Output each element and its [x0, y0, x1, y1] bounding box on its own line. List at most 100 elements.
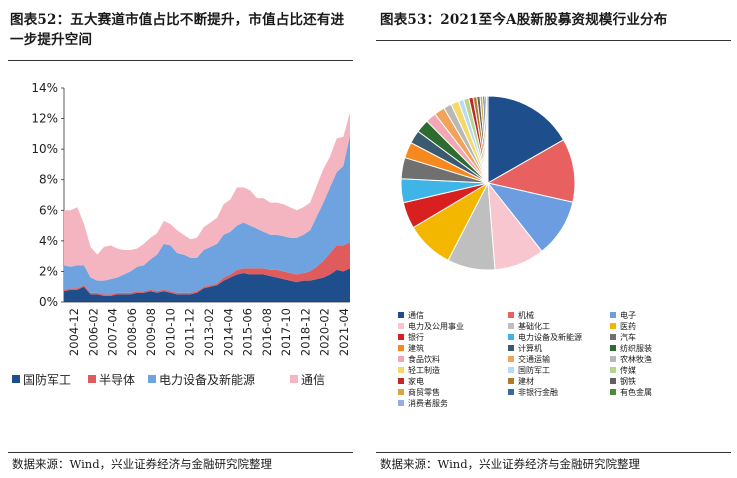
- x-tick-label: 2016-08: [260, 308, 274, 356]
- legend-swatch: [12, 375, 20, 383]
- pie-legend-label: 国防军工: [518, 366, 550, 375]
- x-tick-label: 2013-02: [202, 308, 216, 356]
- legend-swatch: [290, 375, 298, 383]
- pie-legend-swatch: [508, 356, 514, 362]
- pie-legend-item: 农林牧渔: [610, 355, 652, 365]
- legend-label: 电力设备及新能源: [159, 372, 255, 387]
- y-tick-label: 12%: [31, 112, 58, 126]
- y-tick-label: 14%: [31, 81, 58, 95]
- right-source-divider: [376, 452, 731, 453]
- pie-legend-label: 建材: [518, 377, 534, 386]
- pie-legend-label: 传媒: [620, 366, 636, 375]
- stacked-area-chart: 0% 2% 4% 6% 8% 10% 12% 14% 2004-12 2006-02 2007-04…: [12, 81, 351, 387]
- pie-legend-swatch: [508, 312, 514, 318]
- pie-legend-item: 交通运输: [508, 355, 550, 365]
- x-tick-label: 2020-02: [318, 308, 332, 356]
- y-tick-label: 0%: [39, 295, 58, 309]
- pie-legend-item: 有色金属: [610, 388, 652, 398]
- pie-legend-item: 电力及公用事业: [398, 322, 464, 332]
- pie-legend-item: 消费者服务: [398, 399, 448, 409]
- legend-swatch: [148, 375, 156, 383]
- left-figure-title: 图表52：五大赛道市值占比不断提升，市值占比还有进一步提升空间: [10, 12, 345, 48]
- pie-legend-swatch: [398, 345, 404, 351]
- pie-legend-swatch: [508, 367, 514, 373]
- y-tick-label: 8%: [39, 173, 58, 187]
- pie-legend-swatch: [610, 345, 616, 351]
- pie-legend-swatch: [508, 389, 514, 395]
- y-tick-label: 10%: [31, 142, 58, 156]
- pie-legend-label: 汽车: [620, 333, 636, 342]
- x-tick-label: 2008-06: [125, 308, 139, 356]
- pie-chart: [400, 95, 576, 271]
- pie-legend-item: 纺织服装: [610, 344, 652, 354]
- pie-legend-label: 消费者服务: [408, 399, 448, 408]
- right-figure-title: 图表53：2021至今A股新股募资规模行业分布: [380, 12, 668, 28]
- legend-swatch: [88, 375, 96, 383]
- pie-legend-item: 钢铁: [610, 377, 636, 387]
- pie-legend-label: 食品饮料: [408, 355, 440, 364]
- pie-legend-label: 非银行金融: [518, 388, 558, 397]
- pie-legend-swatch: [610, 323, 616, 329]
- pie-legend-item: 国防军工: [508, 366, 550, 376]
- pie-legend-item: 家电: [398, 377, 424, 387]
- pie-legend-swatch: [508, 345, 514, 351]
- pie-legend-swatch: [398, 312, 404, 318]
- pie-legend-swatch: [610, 389, 616, 395]
- pie-legend-swatch: [398, 356, 404, 362]
- pie-legend-label: 商贸零售: [408, 388, 440, 397]
- pie-legend-swatch: [398, 400, 404, 406]
- pie-legend-label: 医药: [620, 322, 636, 331]
- pie-slice: [487, 95, 565, 184]
- pie-legend-item: 汽车: [610, 333, 636, 343]
- pie-legend-swatch: [610, 378, 616, 384]
- pie-legend-item: 医药: [610, 322, 636, 332]
- pie-legend-swatch: [610, 334, 616, 340]
- pie-legend-swatch: [610, 367, 616, 373]
- pie-legend-swatch: [398, 334, 404, 340]
- pie-legend-item: 电子: [610, 311, 636, 321]
- pie-legend-label: 家电: [408, 377, 424, 386]
- x-tick-label: 2018-12: [298, 308, 312, 356]
- x-tick-label: 2009-08: [144, 308, 158, 356]
- x-tick-label: 2007-04: [106, 308, 120, 356]
- pie-legend-item: 银行: [398, 333, 424, 343]
- x-tick-label: 2010-10: [163, 308, 177, 356]
- x-tick-label: 2015-06: [241, 308, 255, 356]
- y-tick-label: 2%: [39, 264, 58, 278]
- x-tick-label: 2014-04: [221, 308, 235, 356]
- pie-legend-label: 纺织服装: [620, 344, 652, 353]
- x-tick-label: 2004-12: [67, 308, 81, 356]
- pie-legend-swatch: [398, 389, 404, 395]
- pie-legend-label: 计算机: [518, 344, 542, 353]
- y-tick-label: 6%: [39, 203, 58, 217]
- pie-legend-label: 电力设备及新能源: [518, 333, 582, 342]
- pie-legend-item: 食品饮料: [398, 355, 440, 365]
- pie-legend-item: 基础化工: [508, 322, 550, 332]
- pie-legend-swatch: [508, 334, 514, 340]
- pie-legend-swatch: [508, 323, 514, 329]
- x-tick-label: 2006-02: [86, 308, 100, 356]
- pie-legend-item: 通信: [398, 311, 424, 321]
- pie-legend-label: 通信: [408, 311, 424, 320]
- pie-legend-item: 商贸零售: [398, 388, 440, 398]
- pie-slice: [486, 139, 576, 203]
- pie-legend-swatch: [398, 323, 404, 329]
- pie-legend-label: 银行: [408, 333, 424, 342]
- pie-legend-item: 非银行金融: [508, 388, 558, 398]
- area-series-4: [64, 112, 350, 281]
- pie-legend-label: 建筑: [408, 344, 424, 353]
- x-tick-label: 2017-10: [279, 308, 293, 356]
- legend-label: 半导体: [99, 373, 135, 387]
- pie-legend-swatch: [398, 367, 404, 373]
- area-series-3: [64, 135, 350, 295]
- pie-legend-label: 交通运输: [518, 355, 550, 364]
- pie-legend-label: 有色金属: [620, 388, 652, 397]
- pie-legend-item: 建筑: [398, 344, 424, 354]
- pie-legend-label: 农林牧渔: [620, 355, 652, 364]
- y-tick-label: 4%: [39, 234, 58, 248]
- x-tick-label: 2021-04: [337, 308, 351, 356]
- pie-legend-item: 建材: [508, 377, 534, 387]
- pie-legend-label: 机械: [518, 311, 534, 320]
- pie-legend-label: 电子: [620, 311, 636, 320]
- left-figure-source: 数据来源：Wind，兴业证券经济与金融研究院整理: [12, 457, 273, 471]
